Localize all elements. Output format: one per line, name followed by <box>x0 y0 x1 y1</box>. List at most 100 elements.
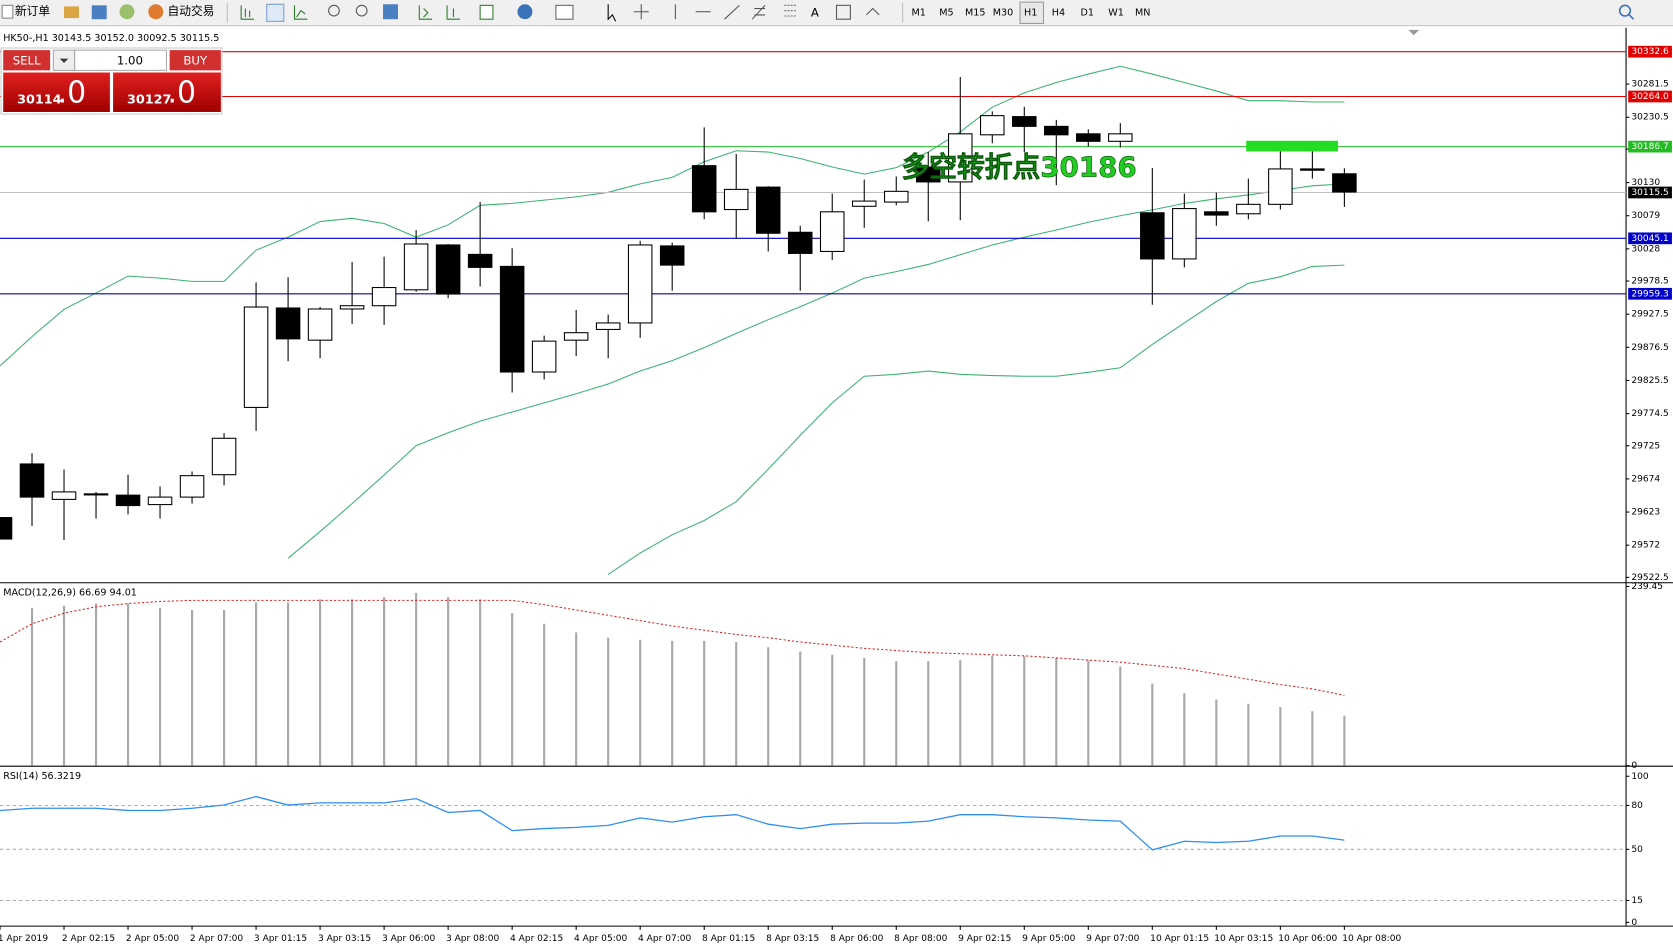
crosshair-icon[interactable] <box>633 4 649 20</box>
tile-icon[interactable] <box>383 4 398 20</box>
x-tick-label: 2 Apr 05:00 <box>126 934 179 944</box>
autoscroll-icon[interactable] <box>418 5 433 20</box>
volume-value[interactable]: 1.00 <box>117 53 143 67</box>
periods-icon[interactable] <box>517 4 533 20</box>
timeframe-button[interactable]: M5 <box>939 7 953 18</box>
label-tool-icon[interactable] <box>835 4 851 20</box>
timeframe-button[interactable]: M30 <box>993 7 1013 18</box>
y-tick-label: 29725 <box>1631 441 1660 451</box>
candle-body <box>403 243 429 291</box>
ask-fraction[interactable]: .0 <box>168 75 197 110</box>
candle-body <box>1076 133 1101 142</box>
bollinger-band <box>607 264 1345 575</box>
candle-body <box>947 133 973 183</box>
candle-body <box>1140 212 1165 260</box>
candle-chart-icon[interactable] <box>266 3 285 22</box>
x-tick-label: 8 Apr 01:15 <box>702 934 755 944</box>
price-level-label: 30332.6 <box>1631 47 1669 57</box>
icon[interactable] <box>64 6 79 19</box>
y-tick-label: 50 <box>1631 845 1643 855</box>
price-axis: 239.45 0 <box>1626 582 1663 771</box>
candle-body <box>243 306 269 408</box>
zoom-in-icon[interactable] <box>328 4 340 17</box>
cursor-icon[interactable] <box>607 4 617 22</box>
price-level-label: 30186.7 <box>1631 142 1668 152</box>
buy-button[interactable] <box>169 50 221 71</box>
bid-fraction[interactable]: .0 <box>58 75 87 110</box>
bar-chart-icon[interactable] <box>240 5 254 20</box>
y-tick-label: 30028 <box>1631 244 1660 254</box>
candle-body <box>0 517 13 540</box>
candle-body <box>1044 125 1069 136</box>
y-tick-label: 100 <box>1631 772 1649 782</box>
price-axis: 100 80 50 15 0 <box>1626 772 1649 928</box>
sell-label[interactable]: SELL <box>13 53 41 67</box>
panel: 多空转折点30186 <box>0 51 1627 575</box>
arrows-icon[interactable] <box>865 7 880 16</box>
panel <box>0 795 1627 902</box>
search-icon[interactable] <box>1618 4 1632 17</box>
price-level-tag <box>1628 287 1672 300</box>
shift-icon[interactable] <box>446 5 460 20</box>
zoom-out-icon[interactable] <box>355 4 368 17</box>
rsi-line <box>0 795 1345 851</box>
line-chart-icon[interactable] <box>293 5 308 20</box>
timeframe-button[interactable]: H1 <box>1024 7 1037 18</box>
ask-main[interactable]: 30127 <box>127 93 171 108</box>
chart-background <box>0 27 1673 948</box>
candle-body <box>691 165 717 213</box>
buy-label[interactable]: BUY <box>183 53 208 67</box>
timeframe-button[interactable]: D1 <box>1080 7 1093 18</box>
x-tick-label: 8 Apr 08:00 <box>894 934 947 944</box>
sell-button[interactable] <box>3 50 51 71</box>
auto-trading-button[interactable]: 自动交易 <box>168 4 215 18</box>
fibo-icon[interactable] <box>784 4 798 17</box>
timeframe-button[interactable]: W1 <box>1108 7 1124 18</box>
timeframe-button[interactable]: M1 <box>911 7 925 18</box>
sell-price-box[interactable] <box>3 72 110 112</box>
icon[interactable] <box>91 5 107 20</box>
panel <box>0 592 1346 766</box>
channel-icon[interactable] <box>751 4 766 20</box>
candle-body <box>1236 203 1261 215</box>
x-tick-label: 2 Apr 02:15 <box>62 934 115 944</box>
candle-body <box>1300 168 1325 171</box>
candle-body <box>51 491 77 500</box>
timeframe-button[interactable]: M15 <box>965 7 985 18</box>
y-tick-label: 29774.5 <box>1631 409 1668 419</box>
icon[interactable] <box>119 4 135 20</box>
plot-area: 多空转折点30186 29522.5 29572 29623 29674 29725 297… <box>0 33 1672 944</box>
y-tick-label: 0 <box>1631 918 1637 928</box>
y-tick-label: 239.45 <box>1631 582 1663 592</box>
volume-input[interactable] <box>74 49 167 71</box>
timeframe-button[interactable]: H4 <box>1052 7 1065 18</box>
candle-body <box>980 115 1005 136</box>
new-order-icon[interactable] <box>1 4 14 19</box>
text-tool-icon[interactable]: A <box>811 5 819 19</box>
trendline-icon[interactable] <box>724 4 740 20</box>
candle-body <box>147 496 173 506</box>
timeframe-button[interactable]: MN <box>1135 7 1150 18</box>
candle-body <box>915 166 941 183</box>
auto-trading-icon[interactable] <box>148 4 164 20</box>
candle-body <box>851 200 877 207</box>
templates-icon[interactable] <box>555 4 574 20</box>
candle-body <box>115 494 141 507</box>
candle-body <box>339 305 365 310</box>
indicators-icon[interactable] <box>479 4 494 20</box>
bid-main[interactable]: 30114 <box>17 93 62 108</box>
new-order-button[interactable]: 新订单 <box>15 4 50 18</box>
y-tick-label: 29927.5 <box>1631 310 1668 320</box>
price-level-tag <box>1628 45 1672 58</box>
candle-body <box>467 253 493 268</box>
price-level-label: 30045.1 <box>1631 234 1668 244</box>
bollinger-band <box>0 65 1345 367</box>
marker-box <box>1246 140 1338 152</box>
candle-body <box>787 231 813 254</box>
candle-body <box>371 286 397 307</box>
buy-price-box[interactable] <box>113 72 221 112</box>
candle-body <box>19 463 45 498</box>
y-tick-label: 29674 <box>1631 474 1660 484</box>
y-tick-label: 30130 <box>1631 178 1660 188</box>
